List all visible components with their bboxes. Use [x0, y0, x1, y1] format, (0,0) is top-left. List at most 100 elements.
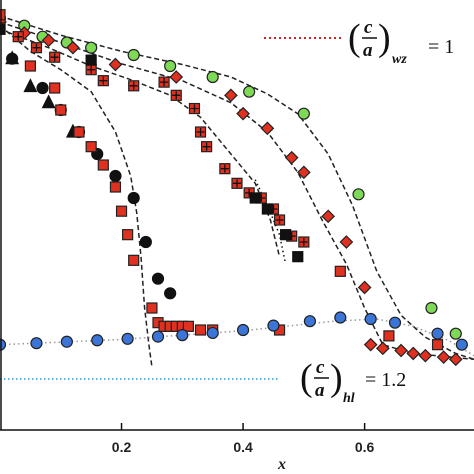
point-s4-9 — [164, 287, 177, 300]
point-s6-22 — [383, 330, 395, 342]
point-s6-10 — [128, 254, 140, 266]
point-s0-5 — [127, 48, 140, 62]
point-s1-19 — [436, 350, 451, 364]
point-s0-8 — [243, 85, 256, 98]
point-s6-23 — [431, 339, 444, 351]
point-s4-1 — [36, 81, 49, 95]
legend-hl-equation: = 1.2 — [365, 369, 406, 391]
point-s1-9 — [284, 150, 299, 165]
point-s3-3 — [261, 203, 273, 215]
point-s5-1 — [23, 78, 38, 93]
point-s3-4 — [280, 229, 292, 241]
point-s4-8 — [151, 272, 165, 285]
point-s1-7 — [236, 106, 250, 121]
point-s2-17-plus — [275, 216, 284, 224]
point-s2-19 — [298, 236, 310, 248]
point-s1-10 — [296, 165, 311, 180]
legend-wz-equation: = 1 — [428, 36, 454, 58]
point-s2-17 — [273, 214, 286, 226]
point-s0-9 — [297, 107, 310, 120]
point-s1-20 — [448, 352, 463, 367]
point-s6-3 — [55, 104, 67, 116]
x-axis-label: x — [277, 456, 286, 473]
point-s4-5 — [109, 169, 122, 183]
point-s2-4 — [85, 64, 97, 76]
point-s2-19-plus — [299, 238, 308, 246]
point-s0-11 — [425, 301, 438, 315]
point-s2-10 — [194, 126, 207, 138]
trend-line-2 — [0, 28, 281, 257]
point-s1-14 — [363, 337, 378, 352]
point-s1-6 — [224, 88, 238, 103]
point-s2-8-plus — [172, 91, 181, 100]
point-s2-1 — [12, 31, 24, 43]
point-s1-11 — [321, 209, 336, 224]
point-s3-2 — [249, 192, 261, 204]
point-s6-0 — [0, 9, 6, 21]
legend-wz-paren-left: ( — [348, 17, 361, 59]
point-s2-7-plus — [160, 78, 169, 87]
point-s2-6-plus — [129, 81, 138, 90]
point-s7-1 — [30, 337, 43, 350]
point-s7-5 — [151, 330, 165, 343]
point-s5-2 — [41, 94, 56, 109]
legend-hl-denominator: a — [315, 380, 325, 401]
legend-hl-numerator: c — [316, 357, 325, 378]
point-s1-17 — [406, 346, 421, 361]
point-s4-7 — [139, 235, 152, 249]
point-s7-11 — [334, 311, 347, 324]
legend-hl-subscript: hl — [343, 391, 355, 406]
point-s6-11 — [146, 302, 158, 314]
legend-hl: ( c a ) hl = 1.2 — [300, 357, 406, 406]
legend-wz: ( c a ) wz = 1 — [264, 17, 454, 67]
data-points — [0, 9, 468, 367]
point-s1-2 — [41, 33, 56, 48]
legend-wz-numerator: c — [364, 17, 373, 38]
point-s2-12 — [219, 163, 231, 175]
point-s2-11-plus — [202, 142, 211, 151]
point-s1-5 — [169, 70, 184, 84]
point-s2-2-plus — [32, 43, 41, 52]
point-s3-0 — [0, 23, 6, 35]
point-s2-5 — [97, 75, 109, 87]
point-s6-2 — [49, 82, 61, 94]
point-s6-1 — [24, 60, 36, 72]
point-s2-8 — [170, 89, 182, 101]
point-s3-5 — [292, 251, 304, 263]
point-s3-1 — [85, 54, 97, 66]
point-s2-2 — [30, 42, 43, 54]
point-s6-17 — [182, 320, 194, 332]
point-s2-12-plus — [220, 164, 229, 173]
point-s7-15 — [455, 338, 468, 351]
point-s7-9 — [267, 319, 280, 332]
trend-line-5 — [0, 318, 474, 357]
point-s6-8 — [115, 205, 128, 217]
point-s1-12 — [339, 235, 354, 249]
x-tick-label-1: 0.4 — [233, 439, 253, 455]
legend-hl-paren-left: ( — [300, 357, 313, 399]
point-s7-14 — [431, 327, 444, 340]
point-s1-4 — [108, 57, 123, 72]
point-s2-13 — [231, 177, 243, 189]
point-s0-12 — [449, 327, 462, 340]
point-s1-16 — [394, 343, 408, 358]
point-s2-4-plus — [87, 65, 96, 74]
point-s6-6 — [97, 159, 109, 171]
point-s4-6 — [127, 191, 140, 205]
point-s0-4 — [85, 41, 98, 54]
point-s2-13-plus — [233, 179, 241, 188]
point-s2-1-plus — [14, 32, 23, 41]
x-ticks: 0.20.40.60.8 — [112, 423, 375, 455]
point-s6-21 — [334, 265, 346, 277]
point-s1-3 — [66, 40, 80, 55]
point-s7-10 — [303, 315, 317, 328]
point-s0-6 — [164, 59, 177, 73]
point-s6-7 — [109, 181, 122, 193]
point-s6-18 — [194, 324, 207, 336]
x-tick-label-0: 0.2 — [112, 439, 132, 455]
point-s0-10 — [352, 188, 365, 201]
point-s0-7 — [206, 70, 219, 84]
point-s1-13 — [357, 280, 372, 295]
